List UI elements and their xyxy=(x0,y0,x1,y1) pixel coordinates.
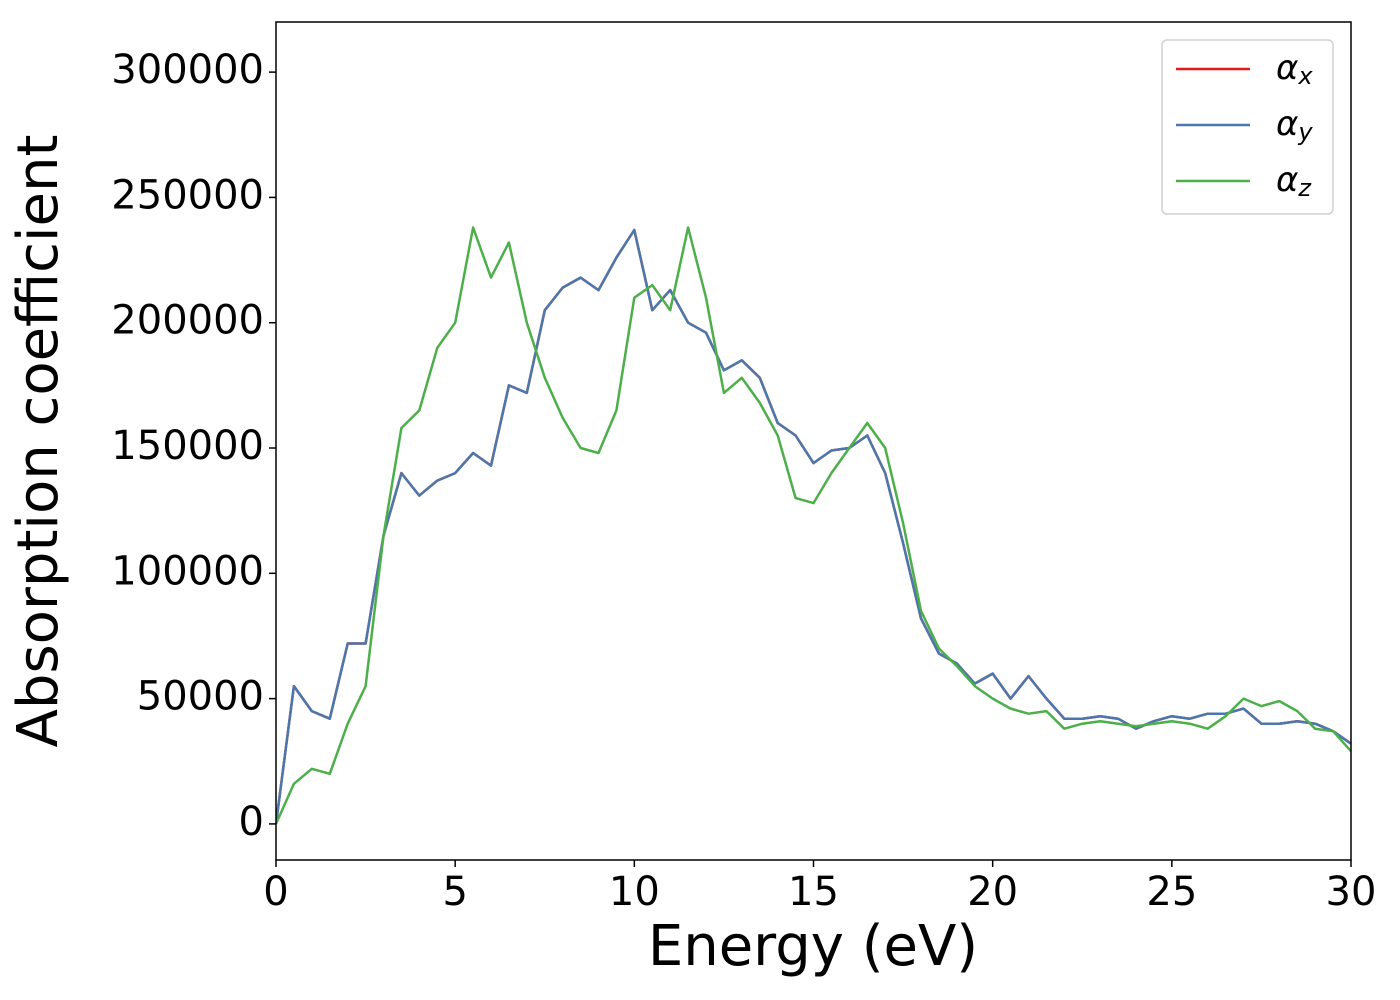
legend-label: αz xyxy=(1276,160,1312,203)
y-tick-label: 200000 xyxy=(111,298,264,344)
y-tick-label: 100000 xyxy=(111,548,264,594)
y-tick-label: 0 xyxy=(239,799,264,845)
x-tick-label: 0 xyxy=(263,869,288,915)
data-line xyxy=(276,228,1351,825)
y-tick-label: 300000 xyxy=(111,47,264,93)
x-tick-label: 5 xyxy=(442,869,467,915)
y-tick-label: 150000 xyxy=(111,423,264,469)
legend-label: αx xyxy=(1276,48,1313,91)
x-tick-label: 15 xyxy=(788,869,839,915)
data-line xyxy=(276,226,1351,825)
x-tick-label: 10 xyxy=(609,869,660,915)
legend-box xyxy=(1161,39,1334,215)
x-tick-label: 30 xyxy=(1326,869,1377,915)
x-tick-label: 20 xyxy=(967,869,1018,915)
x-tick-label: 25 xyxy=(1146,869,1197,915)
data-line xyxy=(276,228,1351,825)
legend-label: αy xyxy=(1276,104,1313,147)
x-axis-label: Energy (eV) xyxy=(648,914,978,979)
plot-frame xyxy=(275,21,1352,861)
y-axis-label: Absorption coefficient xyxy=(6,135,71,748)
y-tick-label: 250000 xyxy=(111,172,264,218)
y-tick-label: 50000 xyxy=(137,674,264,720)
